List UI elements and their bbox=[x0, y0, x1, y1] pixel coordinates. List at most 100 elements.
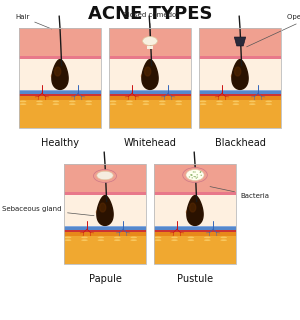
Ellipse shape bbox=[194, 176, 195, 177]
Bar bbox=[154, 236, 236, 264]
Ellipse shape bbox=[249, 100, 256, 102]
Ellipse shape bbox=[204, 236, 211, 238]
Polygon shape bbox=[232, 60, 248, 89]
Text: Blackhead: Blackhead bbox=[214, 138, 266, 148]
Bar bbox=[19, 56, 101, 59]
Ellipse shape bbox=[188, 236, 194, 238]
Bar bbox=[64, 232, 146, 236]
Ellipse shape bbox=[200, 175, 202, 176]
Ellipse shape bbox=[20, 103, 26, 105]
Text: Hair: Hair bbox=[15, 14, 52, 29]
Bar bbox=[109, 59, 191, 90]
Ellipse shape bbox=[200, 103, 206, 105]
Ellipse shape bbox=[195, 176, 196, 177]
Ellipse shape bbox=[52, 103, 59, 105]
Bar bbox=[199, 96, 281, 100]
Ellipse shape bbox=[36, 100, 43, 102]
Ellipse shape bbox=[190, 174, 192, 175]
Polygon shape bbox=[97, 196, 113, 225]
Bar bbox=[109, 46, 191, 56]
Bar bbox=[64, 164, 146, 182]
Ellipse shape bbox=[96, 209, 106, 215]
Ellipse shape bbox=[176, 103, 182, 105]
Bar bbox=[199, 28, 281, 46]
Bar bbox=[109, 93, 191, 96]
Bar bbox=[199, 90, 281, 91]
Ellipse shape bbox=[186, 209, 196, 215]
Ellipse shape bbox=[189, 176, 190, 178]
Bar bbox=[109, 28, 191, 46]
Ellipse shape bbox=[191, 175, 192, 176]
Ellipse shape bbox=[186, 170, 204, 180]
Bar bbox=[19, 90, 101, 93]
Bar bbox=[154, 164, 236, 264]
Bar bbox=[19, 28, 101, 46]
Bar bbox=[199, 46, 281, 56]
Bar bbox=[154, 192, 236, 195]
Bar bbox=[19, 46, 101, 56]
Bar bbox=[64, 226, 146, 227]
Ellipse shape bbox=[266, 103, 272, 105]
Ellipse shape bbox=[183, 167, 207, 182]
Polygon shape bbox=[145, 67, 151, 76]
Ellipse shape bbox=[52, 100, 59, 102]
Ellipse shape bbox=[81, 236, 88, 238]
Ellipse shape bbox=[114, 236, 121, 238]
Ellipse shape bbox=[232, 103, 239, 105]
Ellipse shape bbox=[188, 239, 194, 241]
Bar bbox=[154, 182, 236, 192]
Bar bbox=[154, 226, 236, 227]
Bar bbox=[64, 182, 146, 192]
Ellipse shape bbox=[220, 239, 227, 241]
Ellipse shape bbox=[171, 239, 178, 241]
Bar bbox=[109, 96, 191, 100]
Ellipse shape bbox=[216, 103, 223, 105]
Bar bbox=[19, 96, 101, 100]
Bar bbox=[64, 236, 146, 264]
Ellipse shape bbox=[126, 100, 133, 102]
Bar bbox=[154, 195, 236, 226]
Bar bbox=[109, 100, 191, 128]
Polygon shape bbox=[235, 67, 241, 76]
Bar bbox=[19, 100, 101, 128]
Polygon shape bbox=[55, 67, 61, 76]
Bar bbox=[199, 93, 281, 96]
Ellipse shape bbox=[98, 236, 104, 238]
Bar bbox=[109, 56, 191, 59]
Ellipse shape bbox=[141, 73, 151, 79]
Text: Papule: Papule bbox=[88, 274, 122, 284]
Bar bbox=[154, 226, 236, 229]
Ellipse shape bbox=[232, 100, 239, 102]
Ellipse shape bbox=[196, 177, 198, 178]
Bar bbox=[19, 93, 101, 96]
Bar bbox=[199, 100, 281, 128]
Text: Closed comedo: Closed comedo bbox=[123, 12, 177, 47]
Bar bbox=[19, 59, 101, 90]
Bar bbox=[154, 164, 236, 182]
Bar bbox=[64, 195, 146, 226]
Bar bbox=[199, 90, 281, 93]
Ellipse shape bbox=[200, 171, 201, 172]
Bar bbox=[64, 192, 146, 195]
Ellipse shape bbox=[142, 100, 149, 102]
Polygon shape bbox=[52, 60, 68, 89]
Bar bbox=[109, 90, 191, 91]
Bar bbox=[109, 90, 191, 93]
Polygon shape bbox=[142, 60, 158, 89]
Ellipse shape bbox=[36, 103, 43, 105]
Text: Whitehead: Whitehead bbox=[124, 138, 176, 148]
Ellipse shape bbox=[196, 178, 197, 179]
Bar bbox=[109, 28, 191, 128]
Ellipse shape bbox=[142, 36, 158, 45]
Ellipse shape bbox=[249, 103, 256, 105]
Ellipse shape bbox=[216, 100, 223, 102]
Ellipse shape bbox=[142, 103, 149, 105]
Ellipse shape bbox=[266, 100, 272, 102]
Ellipse shape bbox=[171, 236, 178, 238]
Ellipse shape bbox=[51, 73, 61, 79]
Polygon shape bbox=[100, 203, 106, 212]
Ellipse shape bbox=[220, 236, 227, 238]
Text: Open comedo: Open comedo bbox=[247, 14, 300, 47]
Bar bbox=[154, 232, 236, 236]
Bar bbox=[199, 56, 281, 59]
